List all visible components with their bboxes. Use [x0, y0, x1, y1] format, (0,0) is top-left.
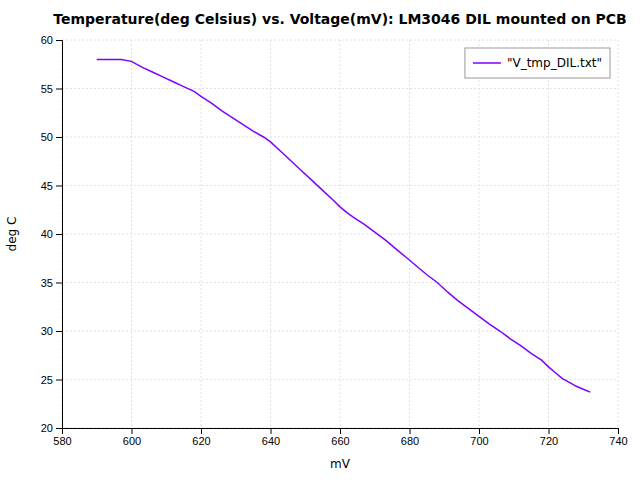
tick-label: 35	[41, 277, 53, 289]
tick-mark	[271, 428, 272, 434]
tick: 700	[470, 428, 488, 447]
tick-label: 25	[41, 374, 53, 386]
tick-label: 30	[41, 325, 53, 337]
tick-label: 620	[192, 435, 210, 447]
tick-mark	[132, 428, 133, 434]
grid-line-y	[62, 40, 618, 41]
tick: 580	[53, 428, 71, 447]
tick-mark	[410, 428, 411, 434]
tick: 20	[41, 422, 62, 434]
lines	[97, 59, 590, 392]
tick: 600	[123, 428, 141, 447]
tick-mark	[549, 428, 550, 434]
tick-mark	[56, 380, 62, 381]
tick: 55	[41, 83, 62, 95]
tick-mark	[56, 283, 62, 284]
tick-label: 660	[331, 435, 349, 447]
tick-mark	[56, 186, 62, 187]
grid-line-y	[62, 379, 618, 380]
tick-mark	[56, 428, 62, 429]
tick-label: 640	[262, 435, 280, 447]
grid-line-y	[62, 185, 618, 186]
tick-mark	[201, 428, 202, 434]
tick-label: 60	[41, 34, 53, 46]
legend-label: "V_tmp_DIL.txt"	[507, 56, 602, 70]
title: Temperature(deg Celsius) vs. Voltage(mV)…	[53, 11, 626, 27]
x-axis: 580 600 620 640 660 680 700 720 740	[53, 428, 627, 447]
legend-item: "V_tmp_DIL.txt"	[473, 56, 602, 70]
tick-label: 680	[401, 435, 419, 447]
tick-label: 600	[123, 435, 141, 447]
tick-mark	[56, 137, 62, 138]
tick-mark	[56, 89, 62, 90]
tick-mark	[56, 40, 62, 41]
tick-label: 45	[41, 180, 53, 192]
chart: 580 600 620 640 660 680 700 720 740 20 25 30 35 40 45 5…	[0, 0, 640, 480]
tick: 660	[331, 428, 349, 447]
tick-label: 20	[41, 422, 53, 434]
grid	[62, 40, 618, 428]
tick: 640	[262, 428, 280, 447]
tick-label: 50	[41, 131, 53, 143]
grid-line-y	[62, 282, 618, 283]
tick: 30	[41, 325, 62, 337]
tick: 40	[41, 228, 62, 240]
axis-line	[63, 429, 619, 435]
tick-mark	[618, 428, 619, 434]
tick: 35	[41, 277, 62, 289]
legend-box	[465, 48, 610, 78]
tick: 60	[41, 34, 62, 46]
tick-mark	[56, 234, 62, 235]
grid-line-y	[62, 88, 618, 89]
tick: 25	[41, 374, 62, 386]
grid-line-x	[201, 40, 202, 428]
tick: 720	[540, 428, 558, 447]
grid-line-x	[409, 40, 410, 428]
tick-mark	[479, 428, 480, 434]
tick-mark	[56, 331, 62, 332]
tick-mark	[340, 428, 341, 434]
y-axis: 20 25 30 35 40 45 50 55 60	[41, 34, 63, 434]
tick-label: 580	[53, 435, 71, 447]
tick: 45	[41, 180, 62, 192]
legend-swatch	[473, 62, 501, 64]
tick-label: 40	[41, 228, 53, 240]
line	[97, 59, 590, 392]
tick-label: 55	[41, 83, 53, 95]
tick: 740	[609, 428, 627, 447]
grid-line-x	[548, 40, 549, 428]
y-axis-label: deg C	[5, 217, 19, 252]
x-axis-label: mV	[330, 457, 351, 471]
grid-line-y	[62, 234, 618, 235]
tick: 620	[192, 428, 210, 447]
tick: 680	[401, 428, 419, 447]
grid-line-y	[62, 331, 618, 332]
grid-line-y	[62, 137, 618, 138]
tick-label: 700	[470, 435, 488, 447]
plot-area: 580 600 620 640 660 680 700 720 740 20 25 30 35 40 45 5…	[41, 34, 628, 447]
legend: "V_tmp_DIL.txt"	[465, 48, 610, 78]
tick: 50	[41, 131, 62, 143]
tick-label: 720	[540, 435, 558, 447]
axis-line	[56, 41, 63, 429]
tick-label: 740	[609, 435, 627, 447]
